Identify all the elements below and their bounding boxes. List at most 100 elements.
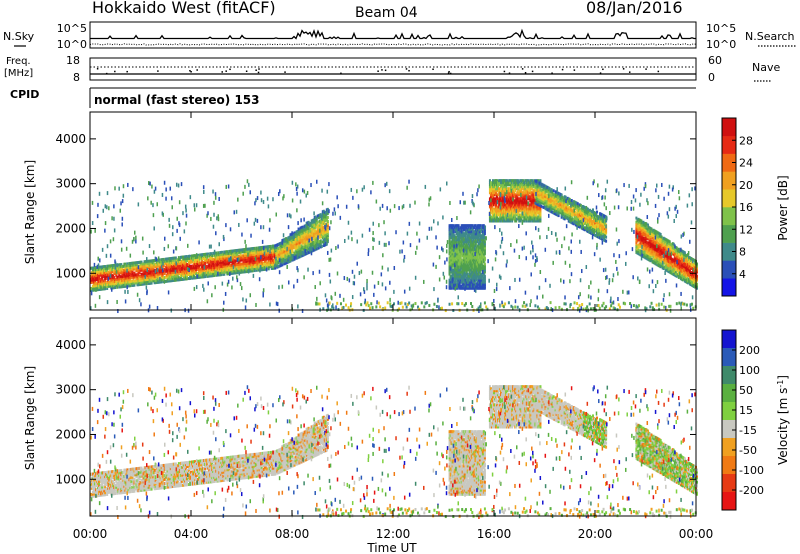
power-cell xyxy=(289,255,292,259)
power-cell xyxy=(449,284,452,288)
power-cell xyxy=(540,190,543,194)
power-cell xyxy=(523,189,526,193)
power-cell xyxy=(320,220,323,224)
power-cell xyxy=(541,197,544,201)
power-cell xyxy=(241,248,244,252)
power-cell xyxy=(513,181,516,185)
power-cell xyxy=(146,280,149,284)
power-cell xyxy=(255,250,258,254)
power-cell xyxy=(155,280,158,284)
power-cell xyxy=(502,203,505,207)
power-cell xyxy=(91,270,94,274)
power-cell xyxy=(133,263,136,267)
power-cell xyxy=(93,278,96,282)
power-cell xyxy=(115,273,118,277)
power-cell xyxy=(294,232,297,236)
power-cell xyxy=(556,197,559,201)
power-cell xyxy=(526,209,529,213)
power-cell xyxy=(176,268,179,272)
power-cell xyxy=(479,230,482,234)
power-cell xyxy=(549,199,552,203)
power-cell xyxy=(242,258,245,262)
power-cell xyxy=(113,282,116,286)
power-cell xyxy=(292,239,295,243)
power-cell xyxy=(188,260,191,264)
power-cell xyxy=(448,278,451,282)
freq-unit: [MHz] xyxy=(4,68,33,79)
power-cell xyxy=(186,259,189,263)
power-cell xyxy=(124,276,127,280)
power-cell xyxy=(560,205,563,209)
power-cell xyxy=(181,271,184,275)
power-cell xyxy=(457,242,460,246)
power-cell xyxy=(455,276,458,280)
power-cell xyxy=(106,266,109,270)
power-cell xyxy=(161,274,164,278)
power-cell xyxy=(148,259,151,263)
power-cell xyxy=(451,256,454,260)
power-cell xyxy=(314,243,317,247)
power-cell xyxy=(200,263,203,267)
power-cell xyxy=(126,282,129,286)
power-cell xyxy=(243,256,246,260)
power-cell xyxy=(476,254,479,258)
power-cell xyxy=(520,189,523,193)
power-cell xyxy=(313,215,316,219)
power-cell xyxy=(126,280,129,284)
power-cell xyxy=(168,257,171,261)
power-cell xyxy=(450,262,453,266)
power-cell xyxy=(460,238,463,242)
power-cell xyxy=(463,260,466,264)
power-cell xyxy=(241,266,244,270)
power-cell xyxy=(304,242,307,246)
power-cell xyxy=(516,193,519,197)
power-cell xyxy=(555,196,558,200)
power-cell xyxy=(117,275,120,279)
power-cell xyxy=(205,266,208,270)
power-cell xyxy=(521,203,524,207)
power-cell xyxy=(243,260,246,264)
power-cell xyxy=(96,282,99,286)
power-cell xyxy=(448,238,451,242)
power-cell xyxy=(450,278,453,282)
power-cell xyxy=(290,240,293,244)
power-cell xyxy=(460,242,463,246)
power-cell xyxy=(301,227,304,231)
power-cell xyxy=(133,273,136,277)
power-cell xyxy=(469,242,472,246)
power-cell xyxy=(536,194,539,198)
power-cell xyxy=(558,210,561,214)
power-cell xyxy=(191,266,193,270)
power-cell xyxy=(542,187,545,191)
power-cell xyxy=(535,209,538,213)
power-cell xyxy=(567,217,570,221)
power-cell xyxy=(177,278,180,282)
power-cell xyxy=(150,267,153,271)
power-cell xyxy=(124,264,127,268)
power-cell xyxy=(483,250,486,254)
power-cell xyxy=(451,240,454,244)
power-cell xyxy=(150,269,153,273)
power-cell xyxy=(502,199,505,203)
power-cell xyxy=(177,256,180,260)
power-cell xyxy=(261,262,264,266)
power-cell xyxy=(523,185,526,189)
power-cell xyxy=(224,260,227,264)
power-cell xyxy=(520,181,523,185)
power-cell xyxy=(538,183,541,187)
power-cell xyxy=(147,275,150,279)
power-cell xyxy=(451,252,454,256)
power-cell xyxy=(324,230,327,234)
power-cell xyxy=(198,269,201,273)
power-cell xyxy=(449,282,452,286)
power-cell xyxy=(128,272,131,276)
power-cell xyxy=(457,238,460,242)
power-cell xyxy=(505,179,508,183)
power-cell xyxy=(173,266,176,270)
power-cell xyxy=(495,179,498,183)
power-cell xyxy=(102,283,105,287)
power-cell xyxy=(538,187,541,191)
power-cell xyxy=(512,185,515,189)
power-cell xyxy=(286,250,289,254)
power-cell xyxy=(255,254,258,258)
